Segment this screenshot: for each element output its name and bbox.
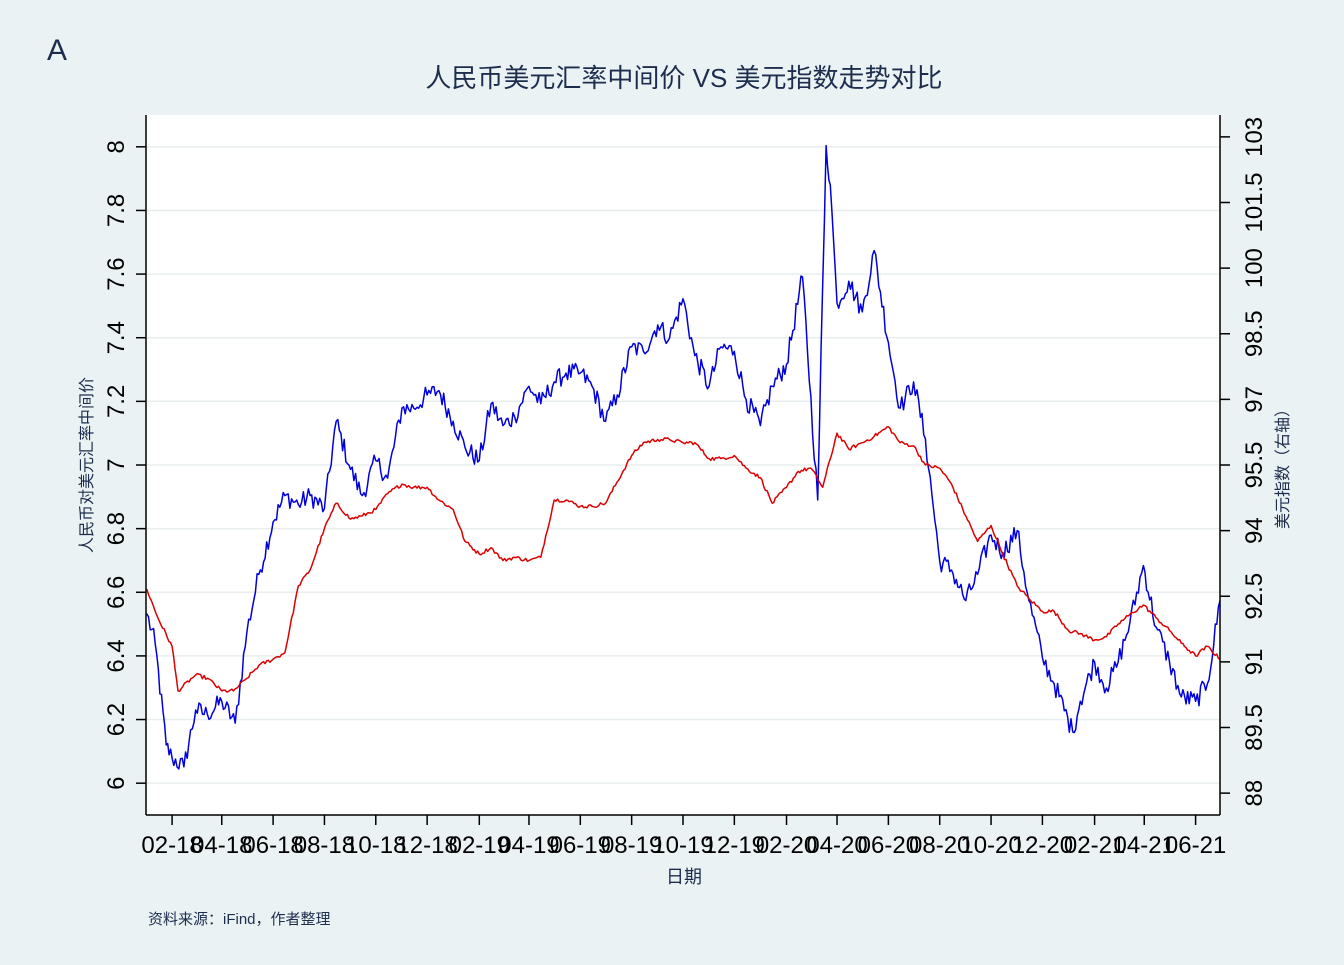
x-tick-label: 12-18 <box>396 832 457 859</box>
y-right-tick-label: 88 <box>1241 780 1268 807</box>
y-axis-title-right: 美元指数（右轴） <box>1274 401 1292 529</box>
series-layer <box>146 144 1221 770</box>
x-tick-label: 10-18 <box>345 832 406 859</box>
y-right-tick-label: 95.5 <box>1241 442 1268 489</box>
x-tick-label: 04-20 <box>806 832 867 859</box>
y-right-tick-label: 92.5 <box>1241 573 1268 620</box>
y-left-tick-label: 7 <box>103 458 130 471</box>
y-left-tick-label: 6.8 <box>103 512 130 545</box>
x-tick-label: 06-18 <box>242 832 303 859</box>
y-right-tick-label: 89.5 <box>1241 704 1268 751</box>
y-left-tick-label: 6.6 <box>103 576 130 609</box>
y-left-tick-label: 6.2 <box>103 703 130 736</box>
x-tick-label: 02-18 <box>141 832 202 859</box>
y-right-tick-label: 100 <box>1241 248 1268 288</box>
x-tick-label: 02-21 <box>1064 832 1125 859</box>
x-tick-label: 02-19 <box>449 832 510 859</box>
x-tick-label: 08-20 <box>909 832 970 859</box>
y-right-tick-label: 91 <box>1241 649 1268 676</box>
y-right-tick-label: 94 <box>1241 517 1268 544</box>
x-tick-label: 10-20 <box>960 832 1021 859</box>
chart-title: 人民币美元汇率中间价 VS 美元指数走势对比 <box>425 63 942 93</box>
x-tick-label: 08-18 <box>294 832 355 859</box>
x-tick-label: 06-21 <box>1165 832 1226 859</box>
source-note: 资料来源：iFind，作者整理 <box>148 911 331 928</box>
y-axis-title-left: 人民币对美元汇率中间价 <box>78 377 96 553</box>
x-tick-label: 08-19 <box>601 832 662 859</box>
usd-index-line <box>146 144 1221 770</box>
y-right-tick-label: 97 <box>1241 386 1268 413</box>
x-tick-label: 04-19 <box>498 832 559 859</box>
y-left-tick-label: 6.4 <box>103 639 130 672</box>
cny-rate-line <box>146 426 1221 693</box>
y-left-tick-label: 7.6 <box>103 257 130 290</box>
y-right-tick-label: 98.5 <box>1241 310 1268 357</box>
x-tick-label: 12-19 <box>704 832 765 859</box>
x-tick-label: 02-20 <box>756 832 817 859</box>
y-right-tick-label: 103 <box>1241 117 1268 157</box>
y-right-tick-label: 101.5 <box>1241 172 1268 232</box>
x-tick-label: 04-21 <box>1114 832 1175 859</box>
x-tick-label: 04-18 <box>191 832 252 859</box>
x-tick-label: 06-19 <box>550 832 611 859</box>
axis-ticks: 66.26.46.66.877.27.47.67.888889.59192.59… <box>103 117 1268 859</box>
x-tick-label: 06-20 <box>858 832 919 859</box>
y-left-tick-label: 7.2 <box>103 385 130 418</box>
gridlines <box>146 146 1220 784</box>
y-left-tick-label: 6 <box>103 777 130 790</box>
y-left-tick-label: 8 <box>103 140 130 153</box>
y-left-tick-label: 7.8 <box>103 194 130 227</box>
y-left-tick-label: 7.4 <box>103 321 130 354</box>
x-tick-label: 12-20 <box>1012 832 1073 859</box>
panel-label: A <box>47 34 67 67</box>
x-tick-label: 10-19 <box>652 832 713 859</box>
x-axis-title: 日期 <box>666 867 702 887</box>
